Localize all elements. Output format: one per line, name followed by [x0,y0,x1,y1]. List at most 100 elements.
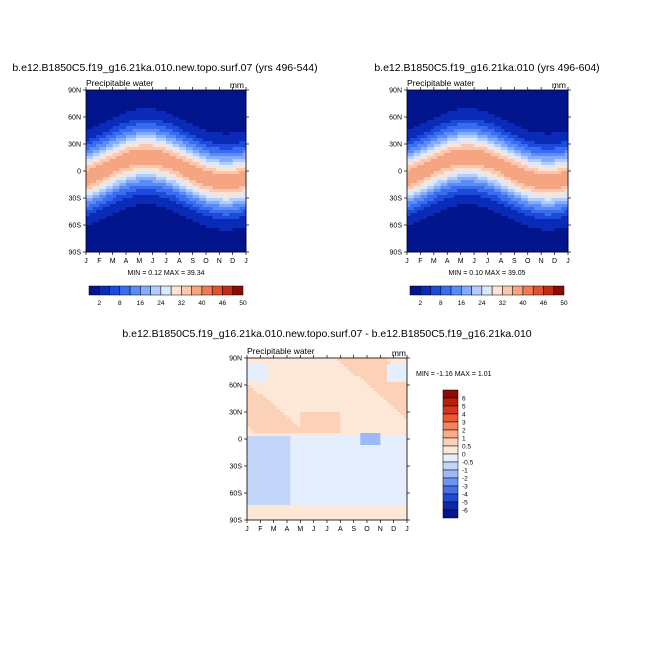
panel-2-cell [467,183,472,187]
panel-1-cell [216,213,220,217]
panel-2-cell [541,216,545,220]
panel-1-cell [236,105,240,109]
panel-2-cell [453,156,458,160]
panel-2-cell [480,129,485,133]
panel-1-cell [169,237,174,241]
panel-2-cell [547,105,552,109]
panel-1-cell [129,90,134,94]
panel-1-cell [99,111,104,115]
panel-1-cell [212,168,217,172]
panel-1-cell [219,177,224,181]
panel-1-cell [229,198,234,202]
panel-1-cell [102,210,107,214]
panel-2-cell [413,183,418,187]
panel-1-cell [222,222,227,226]
panel-1-cell [126,249,130,253]
panel-1-cell [216,210,220,214]
panel-2-cell [551,93,555,97]
panel-1-cell [242,159,247,163]
panel-1-cell [182,105,187,109]
panel-2-cell [484,219,488,223]
panel-1-cell [162,171,167,175]
panel-1-cell [116,135,120,139]
panel-2-cell [557,222,562,226]
panel-2-cell [521,135,525,139]
panel-1-cell [106,171,110,175]
panel-2-cell [417,159,421,163]
panel-2-cell [490,204,495,208]
panel-1-cell [166,102,170,106]
panel-1-cell [122,216,127,220]
panel-1-cell [109,90,114,94]
panel-2-cell [534,102,539,106]
panel-1-cell [169,93,174,97]
panel-2-cell [494,135,498,139]
panel-1-cell [149,234,154,238]
panel-1-cell [109,201,114,205]
panel-2-cell [470,162,475,166]
panel-1-cell [222,186,227,190]
panel-1-cell [102,186,107,190]
panel-1-cell [102,177,107,181]
panel-1-cell [139,135,144,139]
panel-1-cell [192,102,197,106]
panel-1-cell [202,237,207,241]
panel-1-cell [239,222,244,226]
panel-1-cell [206,174,210,178]
panel-2-cell [423,111,428,115]
panel-1-cell [172,219,177,223]
panel-1-cell [192,156,197,160]
panel-1-cell [162,246,167,250]
panel-1-cell [106,153,110,157]
panel-1-cell [126,159,130,163]
panel-1-cell [176,180,180,184]
panel-1-cell [199,180,204,184]
panel-1-cell [186,216,190,220]
panel-1-cell [119,117,124,121]
panel-1-cell [126,195,130,199]
panel-1-cell [219,237,224,241]
panel-2-cell [531,126,535,130]
panel-1-cell [149,219,154,223]
panel-1-cell [199,162,204,166]
panel-1-cell [146,96,150,100]
panel-1-cell [172,153,177,157]
panel-1-cell [89,111,94,115]
panel-2-cell [537,96,542,100]
panel-2-cell [457,174,462,178]
panel-1-cell [189,111,194,115]
panel-1-cell [139,102,144,106]
panel-1-cell [159,147,164,151]
panel-2-cell [474,192,478,196]
panel-2-cell [500,129,505,133]
panel-2-cell [484,213,488,217]
panel-1-cell [229,108,234,112]
panel-2-cell [427,114,431,118]
panel-1-cell [99,222,104,226]
panel-1-cell [169,96,174,100]
panel-1-cell [189,114,194,118]
panel-1-cell [129,144,134,148]
panel-2-cell [551,213,555,217]
panel-1-cell [169,120,174,124]
panel-1-cell [86,177,90,181]
panel-1-cell [122,210,127,214]
panel-2-cell [507,108,512,112]
panel-2-cell [457,135,462,139]
panel-1-cell [166,189,170,193]
panel-2-cell [453,147,458,151]
panel-2-cell [464,111,468,115]
panel-2-cell [537,228,542,232]
panel-1-cell [232,228,237,232]
panel-1-cell [239,165,244,169]
panel-1-cell [156,237,160,241]
panel-1-cell [202,144,207,148]
panel-1-cell [162,228,167,232]
panel-2-cell [514,210,519,214]
panel-2-cell [427,93,431,97]
panel-1-cell [139,180,144,184]
panel-1-cell [162,132,167,136]
panel-1-cell [219,189,224,193]
panel-2-cell [544,141,549,145]
panel-2-cell [500,135,505,139]
